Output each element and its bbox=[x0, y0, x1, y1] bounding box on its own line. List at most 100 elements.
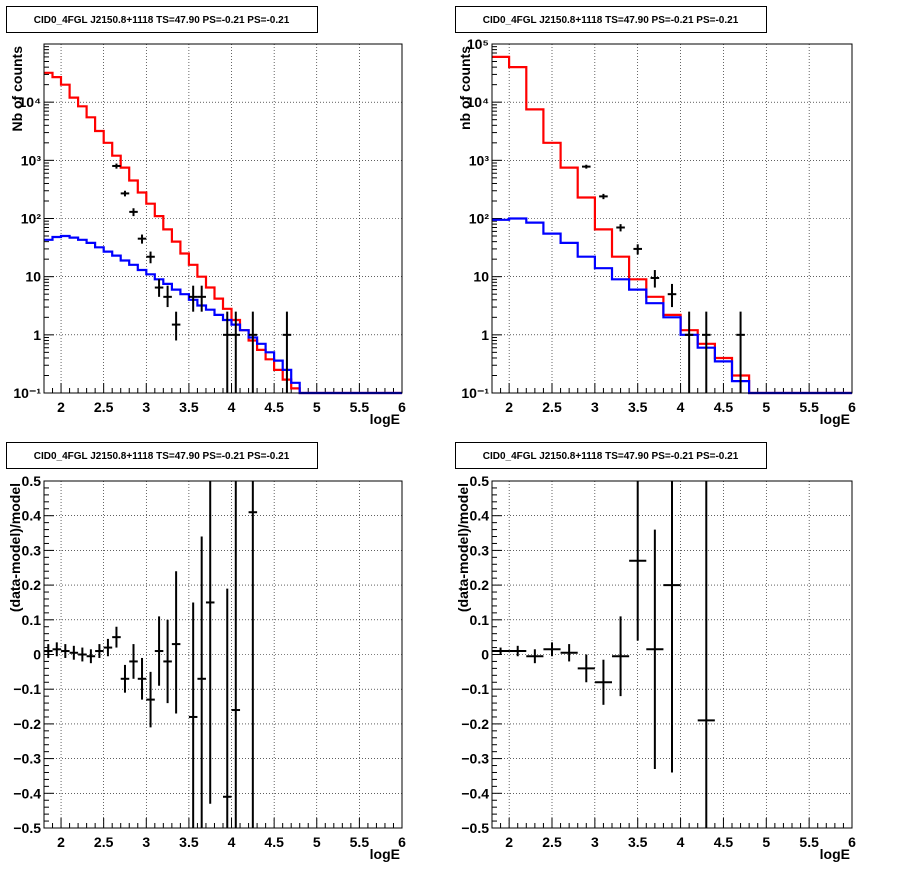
x-tick-label: 2.5 bbox=[94, 834, 114, 850]
x-tick-label: 4.5 bbox=[714, 399, 734, 415]
y-tick-label: 10 bbox=[473, 269, 489, 285]
x-tick-label: 5.5 bbox=[799, 399, 819, 415]
data-point bbox=[684, 311, 694, 393]
plot-frame bbox=[491, 480, 853, 829]
y-tick-label: 10³ bbox=[469, 152, 490, 168]
data-point bbox=[560, 644, 578, 662]
data-point bbox=[154, 279, 164, 297]
x-tick-label: 4 bbox=[677, 399, 685, 415]
x-tick-label: 4.5 bbox=[264, 399, 284, 415]
y-tick-label: 1 bbox=[33, 327, 41, 343]
data-point bbox=[197, 536, 206, 828]
y-axis-label: (data-model)/model bbox=[7, 483, 23, 612]
data-point bbox=[205, 481, 215, 804]
data-point bbox=[543, 642, 561, 657]
y-tick-label: −0.1 bbox=[461, 681, 489, 697]
data-point bbox=[697, 481, 715, 828]
data-point bbox=[736, 311, 745, 393]
data-point bbox=[663, 481, 681, 773]
y-tick-label: 10⁻¹ bbox=[13, 385, 41, 401]
data-point bbox=[163, 619, 172, 704]
x-axis-label: logE bbox=[370, 846, 400, 862]
data-point bbox=[612, 616, 630, 697]
x-tick-label: 6 bbox=[848, 834, 856, 850]
data-point bbox=[137, 657, 147, 700]
x-tick-label: 6 bbox=[398, 834, 406, 850]
y-tick-label: 0.4 bbox=[22, 508, 42, 524]
y-tick-label: −0.3 bbox=[13, 751, 41, 767]
y-tick-label: 0.1 bbox=[470, 612, 490, 628]
data-point bbox=[594, 659, 612, 705]
panel-title: CID0_4FGL J2150.8+1118 TS=47.90 PS=-0.21… bbox=[483, 451, 739, 462]
data-point bbox=[650, 270, 660, 288]
x-tick-label: 5.5 bbox=[799, 834, 819, 850]
y-tick-label: 0 bbox=[481, 647, 489, 663]
x-tick-label: 4.5 bbox=[264, 834, 284, 850]
data-point bbox=[646, 529, 664, 770]
data-point bbox=[197, 285, 206, 312]
data-point bbox=[282, 311, 292, 393]
panel-title: CID0_4FGL J2150.8+1118 TS=47.90 PS=-0.21… bbox=[483, 15, 739, 26]
panel-title: CID0_4FGL J2150.8+1118 TS=47.90 PS=-0.21… bbox=[34, 15, 290, 26]
data-point bbox=[231, 481, 241, 828]
x-tick-label: 6 bbox=[398, 399, 406, 415]
x-tick-label: 4 bbox=[228, 399, 236, 415]
x-tick-label: 3 bbox=[591, 399, 599, 415]
x-tick-label: 5.5 bbox=[350, 834, 370, 850]
x-tick-label: 2.5 bbox=[94, 399, 114, 415]
data-point bbox=[146, 671, 155, 728]
plot-frame bbox=[43, 480, 403, 829]
data-point bbox=[231, 311, 241, 393]
x-tick-label: 6 bbox=[848, 399, 856, 415]
data-point bbox=[667, 283, 677, 308]
data-point bbox=[163, 285, 172, 308]
data-point bbox=[171, 311, 181, 341]
y-axis-label: Nb of counts bbox=[9, 46, 25, 132]
data-point bbox=[702, 311, 711, 393]
x-tick-label: 2 bbox=[57, 834, 65, 850]
title-box bbox=[455, 6, 767, 33]
y-tick-label: −0.1 bbox=[13, 681, 41, 697]
y-tick-label: 10⁵ bbox=[467, 36, 489, 52]
x-tick-label: 5 bbox=[762, 399, 770, 415]
data-point bbox=[509, 645, 527, 657]
panel-1: CID0_4FGL J2150.8+1118 TS=47.90 PS=-0.21… bbox=[6, 6, 406, 427]
plot-frame bbox=[491, 43, 853, 394]
y-tick-label: −0.4 bbox=[461, 785, 489, 801]
x-tick-label: 2 bbox=[505, 834, 513, 850]
y-axis-label: (data-model)/model bbox=[455, 483, 471, 612]
data-point bbox=[171, 571, 181, 714]
data-point bbox=[248, 311, 258, 393]
y-tick-label: 10³ bbox=[21, 152, 42, 168]
panel-4: CID0_4FGL J2150.8+1118 TS=47.90 PS=-0.21… bbox=[455, 442, 856, 862]
histogram-series-2 bbox=[44, 234, 402, 395]
histogram-series-1 bbox=[492, 55, 852, 395]
data-point bbox=[616, 224, 625, 232]
y-tick-label: 0.1 bbox=[22, 612, 42, 628]
y-tick-label: 10⁴ bbox=[19, 94, 42, 110]
x-tick-label: 5 bbox=[313, 399, 321, 415]
data-point bbox=[86, 649, 96, 664]
x-axis-label: logE bbox=[820, 411, 850, 427]
x-tick-label: 4 bbox=[677, 834, 685, 850]
data-point bbox=[154, 616, 164, 686]
data-point bbox=[248, 481, 258, 828]
data-point bbox=[44, 644, 53, 658]
title-box bbox=[6, 6, 318, 33]
x-axis-label: logE bbox=[370, 411, 400, 427]
x-tick-label: 2.5 bbox=[542, 399, 562, 415]
y-tick-label: 0.3 bbox=[470, 542, 490, 558]
data-point bbox=[582, 164, 591, 169]
x-tick-label: 2 bbox=[57, 399, 65, 415]
plot-frame bbox=[43, 43, 403, 394]
panel-2: CID0_4FGL J2150.8+1118 TS=47.90 PS=-0.21… bbox=[455, 6, 856, 427]
data-point bbox=[103, 638, 113, 657]
y-tick-label: 0.3 bbox=[22, 542, 42, 558]
y-tick-label: 10⁴ bbox=[467, 94, 490, 110]
y-tick-label: 10⁻¹ bbox=[461, 385, 489, 401]
y-tick-label: 0.2 bbox=[22, 577, 42, 593]
data-point bbox=[188, 285, 198, 312]
data-point bbox=[129, 644, 138, 679]
x-tick-label: 4 bbox=[228, 834, 236, 850]
